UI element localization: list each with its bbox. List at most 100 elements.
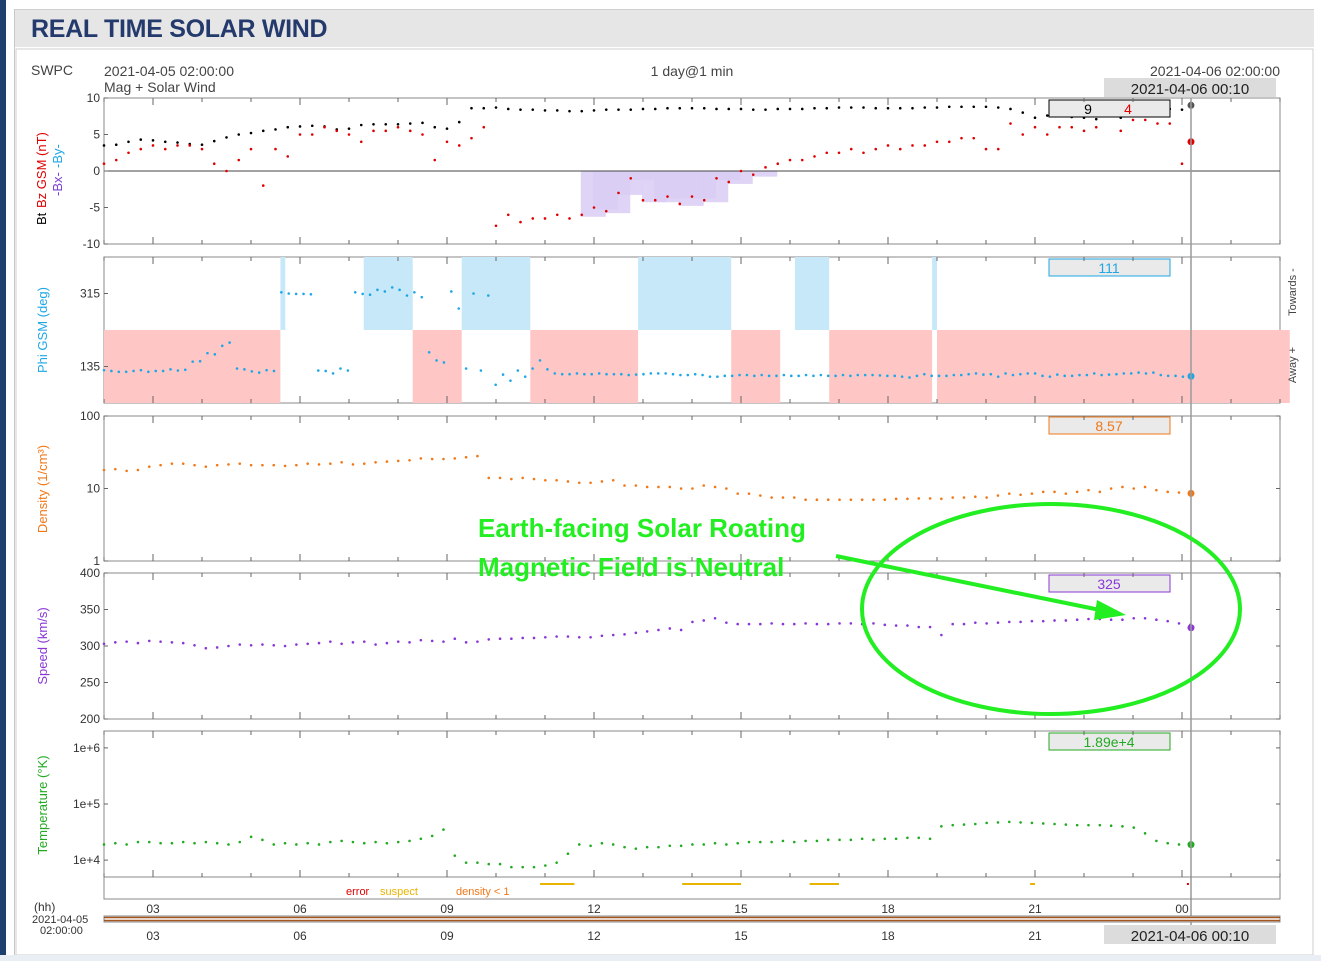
mag-readout-box	[1048, 99, 1171, 118]
phi-point	[634, 373, 638, 376]
speed-point	[521, 636, 524, 640]
phi-readout: 111	[1098, 260, 1119, 276]
phi-point	[302, 292, 305, 296]
temperature-point	[725, 843, 728, 846]
bz-point	[372, 129, 375, 133]
phi-point	[1152, 371, 1155, 374]
phi-point	[139, 368, 143, 372]
start-time: 2021-04-05 02:00:00	[104, 63, 234, 79]
bt-point	[960, 105, 963, 109]
density-point	[1177, 491, 1181, 494]
temperature-point	[317, 843, 321, 846]
temperature-point	[804, 839, 807, 843]
phi-point	[974, 372, 978, 375]
bt-point	[114, 143, 118, 147]
bz-point	[825, 151, 829, 155]
temperature-point	[306, 841, 309, 845]
temperature-point	[589, 844, 592, 848]
phi-point	[243, 368, 246, 371]
bt-point	[996, 106, 1000, 109]
bt-point	[286, 125, 290, 129]
bz-point	[506, 213, 510, 217]
bt-point	[225, 136, 228, 139]
temperature-point	[261, 838, 264, 842]
temperature-point	[340, 839, 343, 843]
temperature-point	[736, 841, 739, 845]
bz-point	[568, 217, 571, 220]
annotation-arrow-head	[1094, 600, 1126, 620]
bz-point	[347, 133, 351, 136]
temperature-point	[611, 843, 615, 846]
density-point	[306, 462, 309, 465]
density-point	[408, 458, 411, 462]
density-point	[442, 457, 445, 461]
time-tick-label-bottom: 03	[146, 929, 160, 943]
phi-point	[132, 369, 135, 373]
bt-point	[923, 106, 927, 109]
speed-point	[181, 641, 185, 645]
time-tick-label-bottom: 15	[734, 929, 748, 943]
bz-point	[1143, 118, 1147, 122]
bz-point	[114, 158, 118, 162]
phi-point	[523, 375, 527, 378]
density-point	[193, 463, 196, 467]
bz-point	[396, 125, 400, 129]
temperature-point	[1053, 822, 1056, 826]
cursor-time: 2021-04-06 00:10	[1131, 81, 1249, 98]
speed-point	[725, 621, 728, 624]
suspect-flag	[682, 883, 741, 885]
temperature-y-tick-label: 1e+6	[73, 741, 100, 755]
temperature-point	[691, 843, 694, 846]
temperature-point	[510, 865, 513, 869]
phi-point	[538, 359, 542, 362]
density-point	[600, 480, 604, 483]
bt-point	[1033, 116, 1037, 120]
phi-point	[390, 286, 394, 289]
density-point	[623, 484, 626, 487]
bt-point	[727, 107, 731, 111]
phi-point	[605, 372, 608, 376]
density-point	[1109, 487, 1113, 490]
speed-point	[396, 640, 400, 643]
speed-point	[147, 639, 151, 643]
phi-point	[812, 374, 815, 378]
phi-point	[649, 372, 653, 375]
phi-point	[383, 290, 387, 293]
speed-point	[306, 642, 309, 646]
annotation-arrow-shaft	[835, 554, 1101, 612]
bz-southward-shading	[580, 171, 778, 217]
temperature-point	[181, 840, 185, 844]
density-point	[736, 492, 739, 495]
bz-point	[127, 151, 130, 155]
speed-point	[928, 625, 932, 629]
phi-point	[102, 368, 106, 372]
temperature-y-tick-label: 1e+5	[73, 797, 100, 811]
temperature-point	[1166, 841, 1169, 845]
phi-point	[317, 369, 320, 372]
bt-point	[359, 123, 363, 127]
phi-point	[1181, 375, 1185, 378]
phi-point	[982, 373, 985, 376]
bt-point	[898, 106, 902, 110]
speed-point	[951, 622, 954, 626]
temperature-point	[283, 841, 287, 845]
density-point	[894, 497, 898, 501]
temperature-point	[272, 843, 276, 846]
speed-point	[906, 624, 909, 627]
temperature-point	[249, 835, 253, 839]
phi-point	[952, 373, 956, 377]
density-point	[227, 463, 230, 466]
time-range-bar[interactable]	[103, 915, 1281, 923]
speed-point	[498, 637, 502, 640]
bz-point	[690, 195, 694, 198]
away-sector-region	[731, 330, 781, 403]
bz-point	[984, 147, 988, 151]
density-point	[295, 463, 298, 467]
speed-point	[781, 622, 785, 626]
time-tick-label-bottom: 09	[440, 929, 454, 943]
bt-point	[200, 143, 204, 147]
speed-point	[1030, 619, 1034, 623]
phi-point	[738, 373, 741, 377]
bt-point	[482, 106, 486, 110]
bt-point	[947, 105, 951, 109]
